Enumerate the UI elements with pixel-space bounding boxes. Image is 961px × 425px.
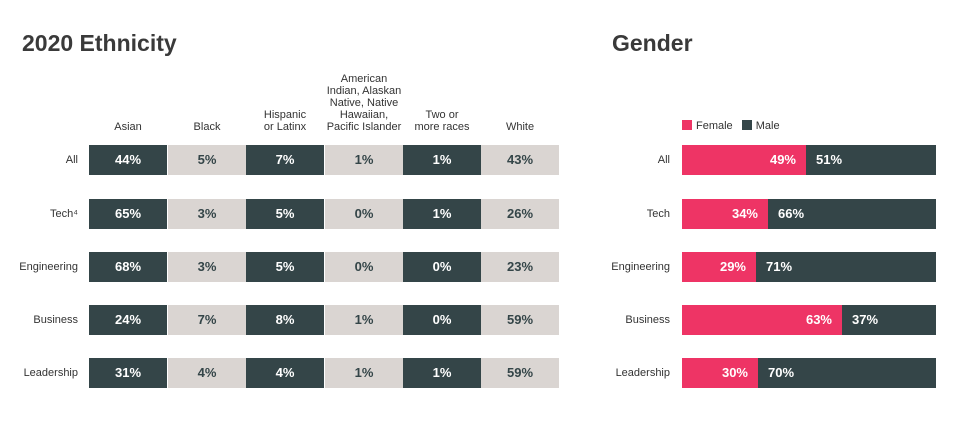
table-cell: 24%: [89, 305, 167, 335]
table-cell: 1%: [325, 305, 403, 335]
table-cell: 0%: [325, 199, 403, 229]
table-cell: 1%: [403, 145, 481, 175]
row-label: Tech⁴: [50, 208, 78, 220]
table-cell: 0%: [325, 252, 403, 282]
row-label: Engineering: [19, 261, 78, 273]
table-cell: 26%: [481, 199, 559, 229]
table-cell: 43%: [481, 145, 559, 175]
legend-label-female: Female: [696, 120, 733, 132]
table-cell: 3%: [168, 252, 246, 282]
table-cell: 3%: [168, 199, 246, 229]
column-header-0: Asian: [83, 121, 173, 133]
table-cell: 65%: [89, 199, 167, 229]
gender-title: Gender: [612, 30, 693, 56]
table-cell: 4%: [168, 358, 246, 388]
table-cell: 1%: [403, 199, 481, 229]
bar-male: 37%: [842, 305, 936, 335]
gender-row-label: Leadership: [615, 367, 670, 379]
table-cell: 8%: [246, 305, 324, 335]
bar-male: 71%: [756, 252, 936, 282]
column-header-line: Indian, Alaskan: [326, 85, 402, 97]
ethnicity-title: 2020 Ethnicity: [22, 30, 177, 56]
table-cell: 68%: [89, 252, 167, 282]
table-cell: 5%: [246, 199, 324, 229]
legend-label-male: Male: [755, 120, 780, 132]
column-header-line: White: [505, 121, 535, 133]
table-cell: 0%: [403, 305, 481, 335]
table-cell: 44%: [89, 145, 167, 175]
bar-female: 63%: [682, 305, 842, 335]
column-header-line: Pacific Islander: [326, 121, 402, 133]
column-header-line: or Latinx: [263, 121, 307, 133]
table-cell: 1%: [403, 358, 481, 388]
gender-row-label: Engineering: [611, 261, 670, 273]
row-label: Business: [33, 314, 78, 326]
gender-row-label: All: [657, 154, 670, 166]
column-header-line: Hispanic: [263, 109, 307, 121]
legend-item-female: Female: [682, 120, 733, 132]
bar-male: 66%: [768, 199, 936, 229]
table-cell: 23%: [481, 252, 559, 282]
table-cell: 5%: [168, 145, 246, 175]
legend-swatch-male: [741, 120, 752, 130]
column-header-3: American Indian, Alaskan Native, Native Haw…: [319, 73, 409, 133]
column-header-line: Native, Native: [329, 97, 399, 109]
table-cell: 7%: [246, 145, 324, 175]
gender-row-label: Tech: [646, 208, 670, 220]
table-cell: 59%: [481, 358, 559, 388]
column-header-1: Black: [162, 121, 252, 133]
column-header-line: Black: [193, 121, 221, 133]
bar-female: 29%: [682, 252, 756, 282]
bar-female: 30%: [682, 358, 758, 388]
bar-male: 51%: [806, 145, 936, 175]
column-header-2: Hispanic or Latinx: [240, 109, 330, 133]
row-label: All: [65, 154, 78, 166]
table-cell: 4%: [246, 358, 324, 388]
column-header-line: more races: [414, 121, 470, 133]
column-header-4: Two or more races: [397, 109, 487, 133]
table-cell: 1%: [325, 145, 403, 175]
legend-item-male: Male: [741, 120, 780, 132]
gender-legend: Female Male: [682, 120, 786, 132]
table-cell: 31%: [89, 358, 167, 388]
column-header-line: Asian: [114, 121, 142, 133]
row-label: Leadership: [23, 367, 78, 379]
legend-swatch-female: [682, 120, 692, 130]
table-cell: 1%: [325, 358, 403, 388]
column-header-5: White: [475, 121, 565, 133]
table-cell: 7%: [168, 305, 246, 335]
bar-female: 49%: [682, 145, 806, 175]
column-header-line: American: [340, 73, 388, 85]
gender-row-label: Business: [625, 314, 670, 326]
table-cell: 0%: [403, 252, 481, 282]
table-cell: 5%: [246, 252, 324, 282]
bar-male: 70%: [758, 358, 936, 388]
column-header-line: Two or: [425, 109, 459, 121]
column-header-line: Hawaiian,: [339, 109, 389, 121]
table-cell: 59%: [481, 305, 559, 335]
bar-female: 34%: [682, 199, 768, 229]
